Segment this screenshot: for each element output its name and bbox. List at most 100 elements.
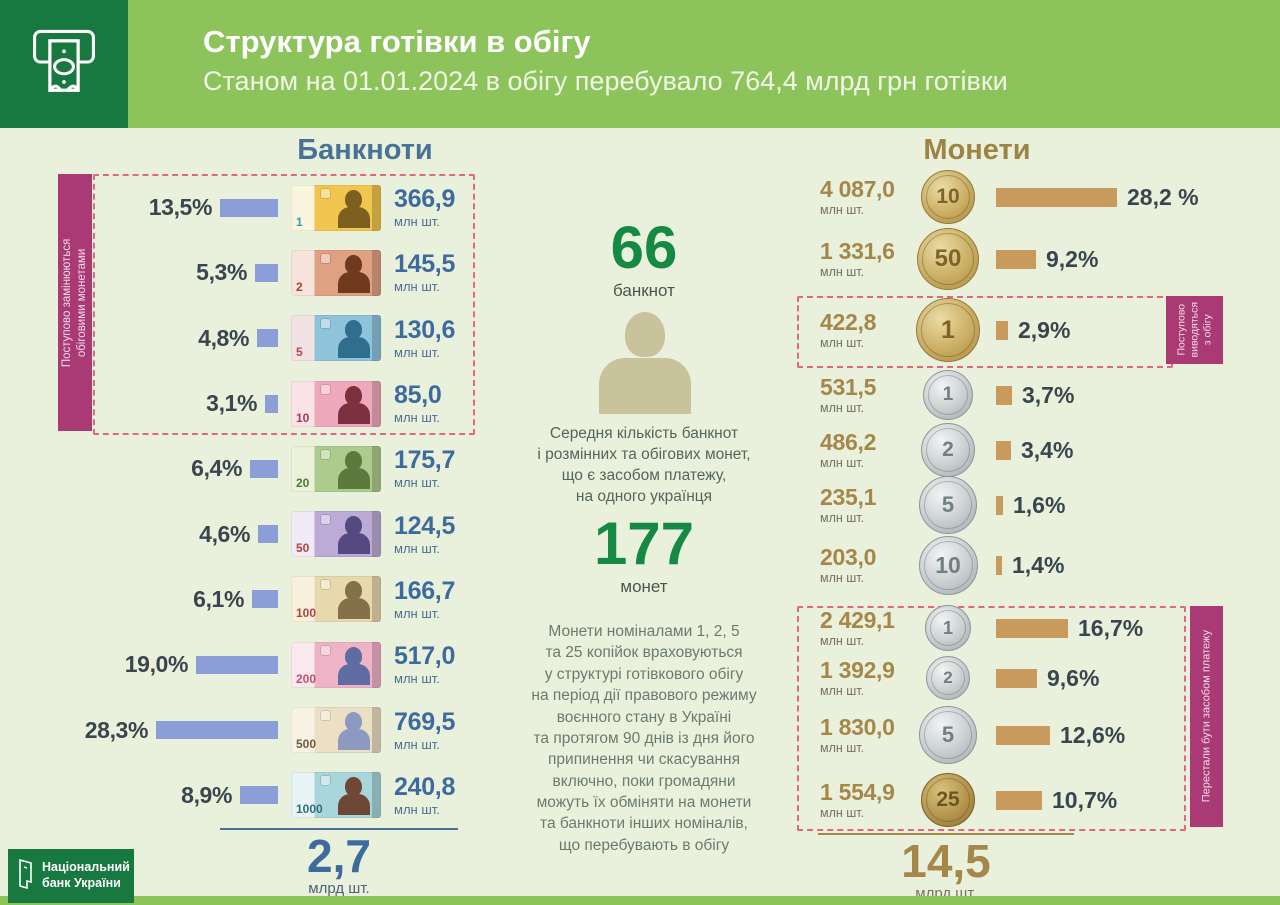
- coin-count-unit: млн шт.: [820, 683, 865, 698]
- coins-total-value: 14,5: [901, 835, 991, 887]
- banknote-row: 13,5% 1 366,9 млн шт.: [82, 175, 532, 240]
- coin-image: 10: [921, 170, 975, 224]
- banknote-side-band: [372, 772, 381, 819]
- banknote-denomination: 100: [296, 606, 317, 621]
- atm-logo-tile: [0, 0, 128, 128]
- banknotes-total-value: 2,7: [307, 830, 371, 882]
- banknote-image: 2: [291, 249, 381, 296]
- banknote-bar: [265, 394, 278, 413]
- header-banner: Структура готівки в обігу Станом на 01.0…: [0, 0, 1280, 128]
- banknote-percent: 4,6%: [199, 520, 250, 547]
- coin-image: 50: [917, 228, 979, 290]
- banknotes-replaced-frame: [93, 174, 475, 435]
- coin-count-unit: млн шт.: [820, 400, 865, 415]
- coins-withdrawn-flag: Поступово виводяться з обігу: [1166, 296, 1223, 364]
- banknote-count-unit: млн шт.: [394, 475, 440, 491]
- banknote-image: 1000: [291, 772, 381, 819]
- banknote-emblem-icon: [321, 515, 330, 525]
- banknote-row: 5,3% 2 145,5 млн шт.: [82, 240, 532, 305]
- banknote-portrait-icon: [338, 189, 370, 228]
- coin-bar: [996, 555, 1002, 575]
- coin-count-group: 203,0 млн шт.: [820, 545, 908, 585]
- banknote-bar: [196, 655, 278, 674]
- banknote-percent: 6,1%: [193, 585, 244, 612]
- coin-denomination: 1: [942, 617, 953, 638]
- banknote-side-band: [372, 315, 381, 362]
- coin-row: 235,1 млн шт. 5 1,6%: [820, 476, 1270, 534]
- banknote-portrait-icon: [338, 516, 370, 555]
- banknote-bar: [257, 329, 278, 348]
- coin-percent: 2,9%: [1018, 316, 1071, 343]
- coin-count-group: 4 087,0 млн шт.: [820, 177, 908, 217]
- coin-image-cell: 2: [908, 423, 988, 477]
- banknote-percent: 6,4%: [191, 455, 242, 482]
- coin-bar: [996, 187, 1117, 207]
- coin-image-cell: 5: [908, 476, 988, 534]
- banknote-count-unit: млн шт.: [394, 736, 440, 752]
- coin-image-cell: 10: [908, 535, 988, 595]
- coin-image-cell: 2: [908, 656, 988, 700]
- banknote-row: 4,8% 5 130,6 млн шт.: [82, 306, 532, 371]
- coins-withdrawn-flag-label: Поступово виводяться з обігу: [1174, 302, 1214, 358]
- banknote-side-band: [372, 641, 381, 688]
- banknote-denomination: 2: [296, 279, 303, 294]
- banknote-percent: 5,3%: [196, 259, 247, 286]
- banknote-row: 6,1% 100 166,7 млн шт.: [82, 567, 532, 632]
- banknote-percent: 8,9%: [181, 781, 232, 808]
- banknote-image: 10: [291, 380, 381, 427]
- banknote-emblem-icon: [321, 188, 330, 198]
- banknote-side-band: [372, 184, 381, 231]
- coin-count: 531,5: [820, 373, 877, 400]
- banknote-portrait-icon: [338, 320, 370, 359]
- banknote-portrait-icon: [338, 646, 370, 685]
- coin-count-group: 422,8 млн шт.: [820, 310, 908, 350]
- banknote-count-unit: млн шт.: [394, 540, 440, 556]
- coin-row: 486,2 млн шт. 2 3,4%: [820, 422, 1270, 478]
- coin-bar: [996, 249, 1036, 269]
- coin-row: 2 429,1 млн шт. 1 16,7%: [820, 600, 1270, 656]
- coin-denomination: 5: [941, 492, 955, 517]
- page-title: Структура готівки в обігу: [203, 24, 591, 59]
- coin-count-unit: млн шт.: [820, 740, 865, 755]
- banknote-image: 200: [291, 641, 381, 688]
- banknote-bar-group: 3,1%: [82, 390, 278, 417]
- coin-row: 203,0 млн шт. 10 1,4%: [820, 535, 1270, 595]
- banknote-denomination: 1000: [296, 802, 323, 817]
- coins-per-capita-value: 177: [593, 510, 695, 577]
- banknote-count-group: 175,7 млн шт.: [394, 448, 455, 491]
- banknote-side-band: [372, 576, 381, 623]
- banknote-emblem-icon: [321, 580, 330, 590]
- coin-image-cell: 50: [908, 228, 988, 290]
- coin-denomination: 1: [942, 384, 954, 405]
- coin-percent: 9,2%: [1046, 245, 1099, 272]
- coin-percent: 3,4%: [1021, 436, 1074, 463]
- banknote-emblem-icon: [321, 384, 330, 394]
- coins-heading: Монети: [923, 134, 1031, 166]
- banknote-bar: [258, 525, 278, 544]
- coin-percent: 10,7%: [1052, 786, 1118, 813]
- banknote-denomination: 500: [296, 737, 317, 752]
- coins-per-capita-label: монет: [620, 577, 668, 596]
- coin-count: 1 830,0: [820, 713, 895, 740]
- coin-row: 1 331,6 млн шт. 50 9,2%: [820, 228, 1270, 290]
- coin-count-unit: млн шт.: [820, 455, 865, 470]
- coins-stopped-flag: Перестали бути засобом платежу: [1190, 606, 1223, 827]
- coin-row: 1 554,9 млн шт. 25 10,7%: [820, 772, 1270, 828]
- banknote-row: 4,6% 50 124,5 млн шт.: [82, 501, 532, 566]
- banknote-count: 124,5: [394, 511, 456, 540]
- coin-count-group: 1 392,9 млн шт.: [820, 658, 908, 698]
- coin-image: 25: [921, 773, 975, 827]
- banknote-count-group: 240,8 млн шт.: [394, 774, 455, 816]
- coin-row: 1 392,9 млн шт. 2 9,6%: [820, 650, 1270, 706]
- nbu-logo-line2: банк України: [42, 876, 121, 890]
- coin-percent: 3,7%: [1022, 381, 1075, 408]
- coin-image: 1: [916, 298, 980, 362]
- banknote-bar: [255, 263, 278, 282]
- nbu-logo-line1: Національний: [42, 860, 130, 875]
- coin-count: 1 554,9: [820, 778, 895, 805]
- banknote-row: 6,4% 20 175,7 млн шт.: [82, 436, 532, 501]
- banknote-portrait-icon: [338, 450, 370, 489]
- coin-count: 486,2: [820, 428, 877, 455]
- coin-count-group: 2 429,1 млн шт.: [820, 608, 908, 648]
- banknote-bar-group: 8,9%: [82, 782, 278, 809]
